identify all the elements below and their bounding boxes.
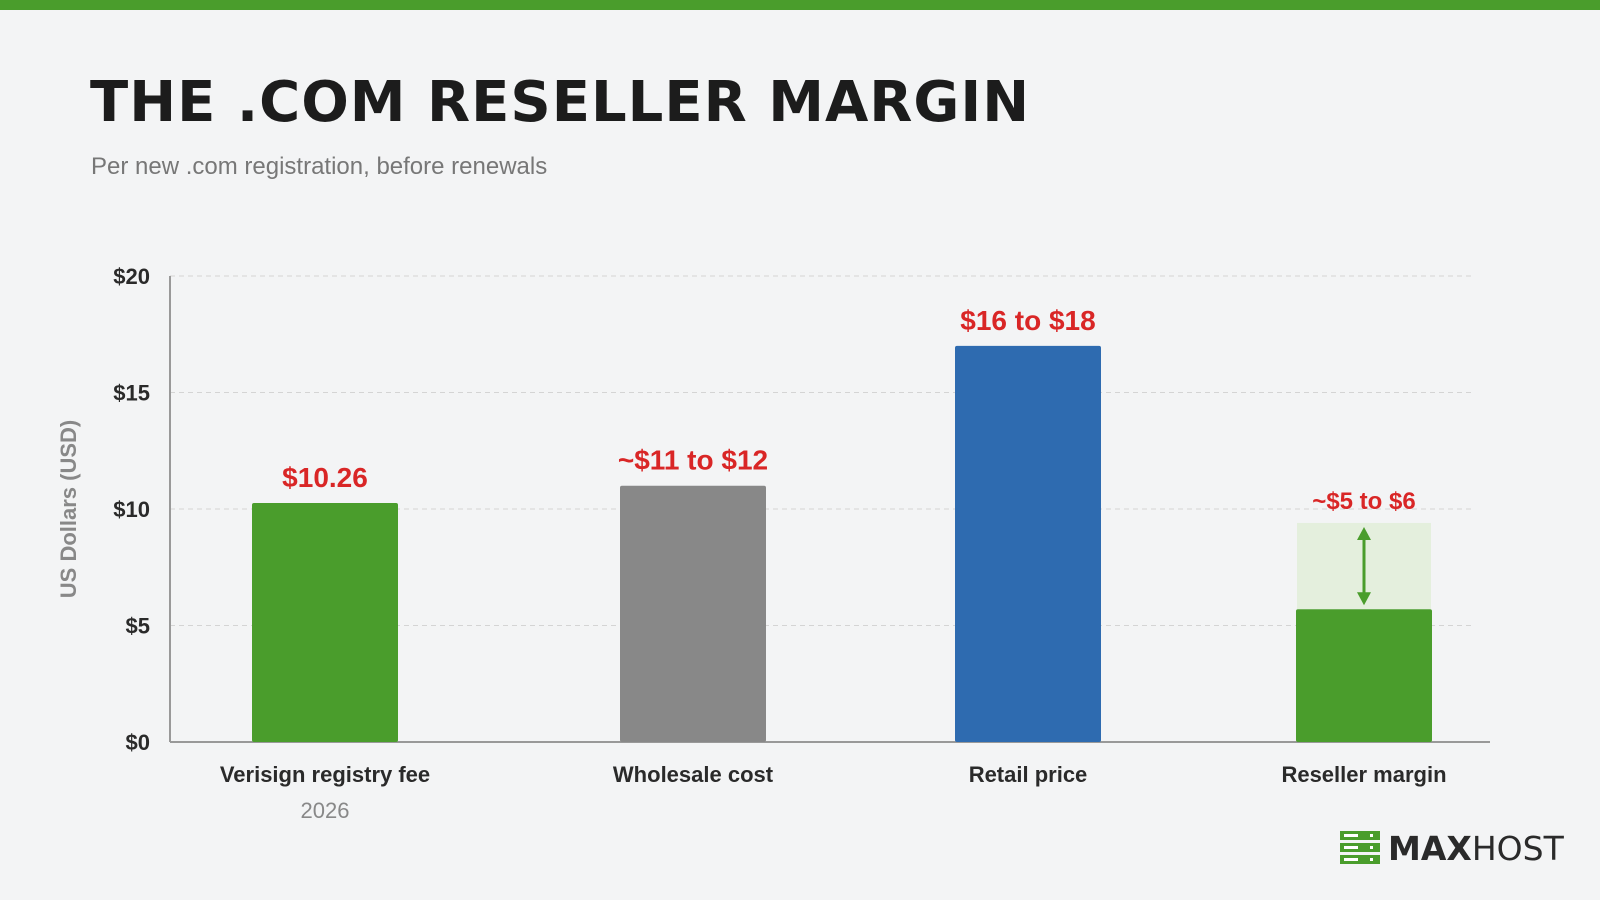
- y-tick-label: $10: [113, 497, 150, 522]
- bar: [620, 485, 766, 742]
- x-tick-label: Verisign registry fee: [220, 762, 430, 787]
- data-label: ~$11 to $12: [618, 445, 768, 476]
- bar: [1296, 609, 1432, 742]
- y-tick-label: $15: [113, 381, 150, 406]
- x-tick-label: Retail price: [969, 762, 1088, 787]
- data-label: ~$5 to $6: [1312, 488, 1415, 515]
- server-rack-icon: [1340, 831, 1380, 864]
- page-title: THE .COM RESELLER MARGIN: [90, 70, 1031, 135]
- x-tick-label: Wholesale cost: [613, 762, 774, 787]
- y-axis-title: US Dollars (USD): [56, 420, 81, 598]
- brand-name: MAXHOST: [1388, 829, 1564, 868]
- top-accent-bar: [0, 0, 1600, 10]
- y-tick-label: $20: [113, 264, 150, 289]
- page-subtitle: Per new .com registration, before renewa…: [91, 153, 548, 180]
- x-tick-sublabel: 2026: [301, 798, 350, 823]
- margin-arrow-head-up: [1357, 526, 1371, 540]
- brand-name-bold: MAX: [1388, 828, 1472, 868]
- bar: [252, 502, 398, 742]
- data-label: $10.26: [282, 462, 368, 493]
- margin-arrow-head-down: [1357, 592, 1371, 606]
- bar: [955, 345, 1101, 742]
- y-tick-label: $5: [126, 614, 150, 639]
- data-label: $16 to $18: [960, 305, 1095, 336]
- brand-name-light: HOST: [1471, 828, 1564, 868]
- brand-logo: MAXHOST: [1340, 828, 1564, 868]
- x-tick-label: Reseller margin: [1281, 762, 1446, 787]
- y-tick-label: $0: [126, 730, 150, 755]
